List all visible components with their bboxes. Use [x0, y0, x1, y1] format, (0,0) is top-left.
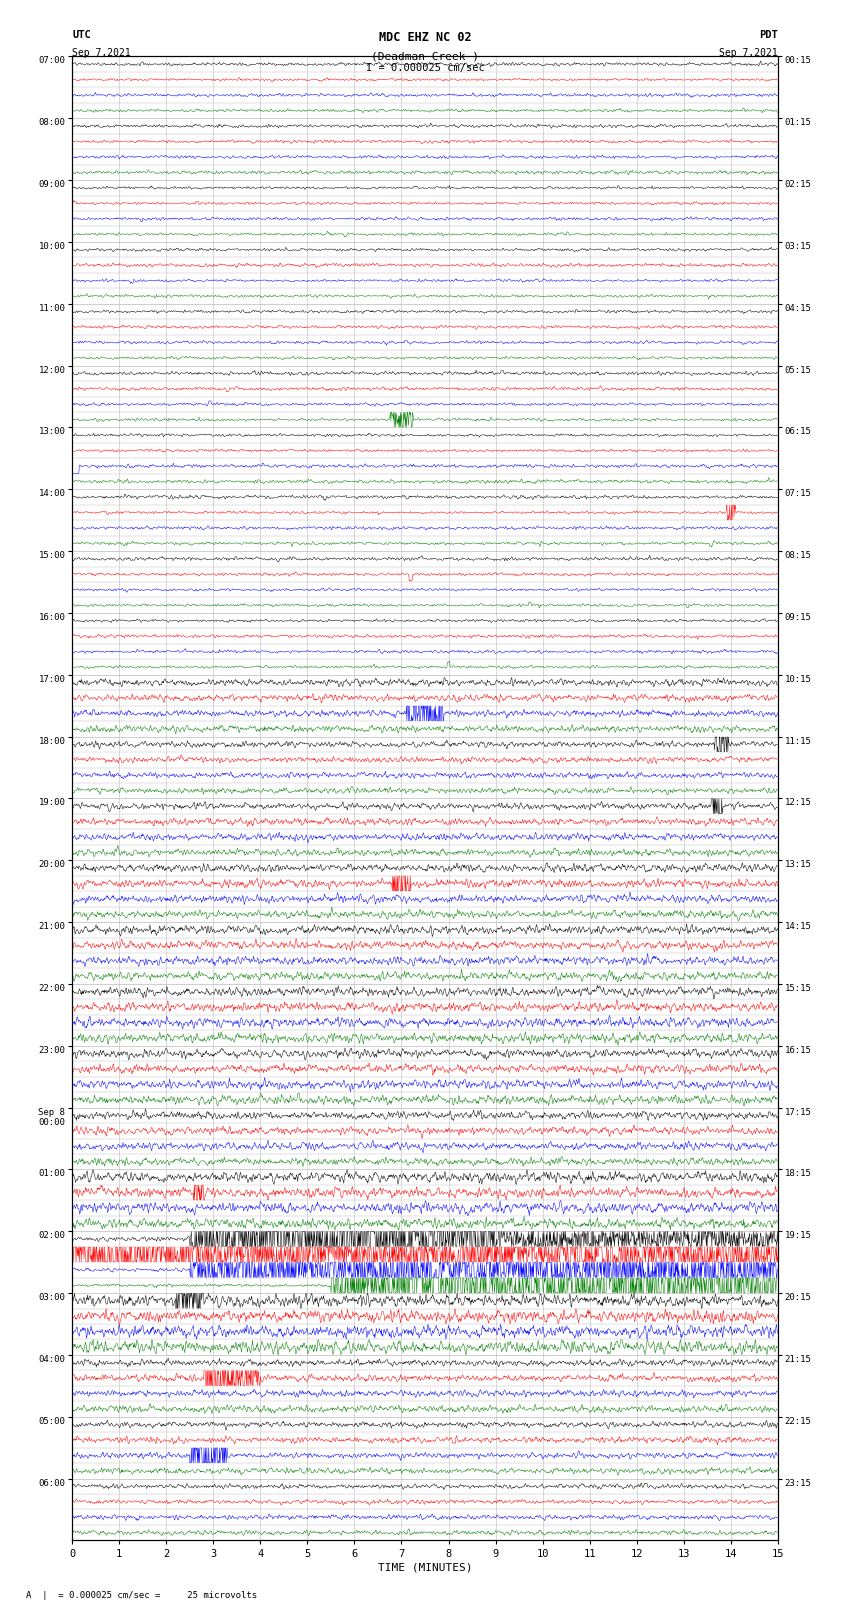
Text: Sep 7,2021: Sep 7,2021	[72, 48, 131, 58]
Text: MDC EHZ NC 02: MDC EHZ NC 02	[379, 31, 471, 44]
Text: (Deadman Creek ): (Deadman Creek )	[371, 52, 479, 61]
X-axis label: TIME (MINUTES): TIME (MINUTES)	[377, 1563, 473, 1573]
Text: Sep 7,2021: Sep 7,2021	[719, 48, 778, 58]
Text: I = 0.000025 cm/sec: I = 0.000025 cm/sec	[366, 63, 484, 73]
Text: PDT: PDT	[759, 31, 778, 40]
Text: A  |  = 0.000025 cm/sec =     25 microvolts: A | = 0.000025 cm/sec = 25 microvolts	[26, 1590, 257, 1600]
Text: UTC: UTC	[72, 31, 91, 40]
